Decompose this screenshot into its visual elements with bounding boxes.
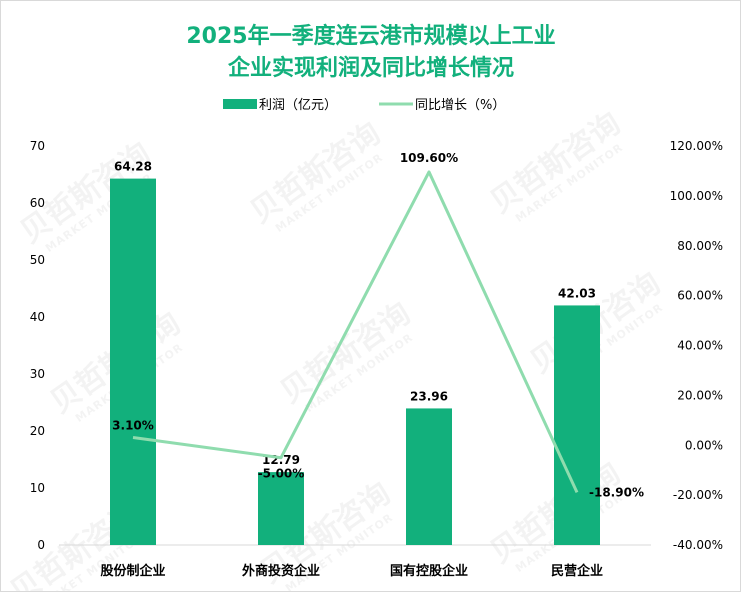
line-data-label: -5.00% [258,467,305,481]
y-axis-right: -40.00% -20.00% 0.00% 20.00% 40.00% 60.00% 80.… [670,139,723,552]
bar-data-label: 23.96 [410,389,448,403]
legend-bar-label: 利润（亿元） [259,98,337,113]
chart-title-line-1: 2025年一季度连云港市规模以上工业 [186,23,555,49]
line-data-label: 109.60% [400,151,458,165]
y-right-tick-label: 80.00% [677,239,723,253]
y-axis-left: 0 10 20 30 40 50 60 70 [30,139,45,552]
line-data-label: 3.10% [112,419,154,433]
y-left-tick-label: 70 [30,139,45,153]
legend-line-label: 同比增长（%） [415,98,505,113]
watermark: 贝哲斯咨询MARKET MONITOR [274,296,417,415]
growth-line [132,170,579,494]
line-data-label: -18.90% [589,485,644,499]
line-data-labels: 3.10% -5.00% 109.60% -18.90% [112,151,644,499]
y-left-tick-label: 30 [30,367,45,381]
x-category-label: 股份制企业 [100,563,165,579]
bar [554,305,600,545]
x-category-label: 民营企业 [551,563,603,579]
chart-title-line-2: 企业实现利润及同比增长情况 [227,55,514,81]
watermark: 贝哲斯咨询MARKET MONITOR [244,116,387,235]
y-left-tick-label: 60 [30,196,45,210]
bar [406,408,452,545]
bar [258,472,304,545]
y-right-tick-label: 120.00% [670,139,723,153]
y-right-tick-label: 40.00% [677,339,723,353]
y-left-tick-label: 10 [30,481,45,495]
bar-data-label: 42.03 [558,286,596,300]
watermark: 贝哲斯咨询MARKET MONITOR [484,106,627,225]
y-right-tick-label: 60.00% [677,289,723,303]
x-axis-categories: 股份制企业 外商投资企业 国有控股企业 民营企业 [100,563,603,579]
legend-bar-swatch [223,99,257,109]
y-right-tick-label: 20.00% [677,388,723,402]
x-category-label: 国有控股企业 [390,563,468,579]
x-category-label: 外商投资企业 [241,563,320,579]
y-right-tick-label: -40.00% [673,538,723,552]
bar-data-label: 64.28 [114,160,152,174]
y-right-tick-label: 0.00% [685,438,723,452]
bar [110,178,156,545]
legend: 利润（亿元） 同比增长（%） [223,98,505,113]
y-right-tick-label: -20.00% [673,488,723,502]
y-left-tick-label: 0 [37,538,45,552]
y-right-tick-label: 100.00% [670,189,723,203]
y-left-tick-label: 20 [30,424,45,438]
y-left-tick-label: 50 [30,253,45,267]
y-left-tick-label: 40 [30,310,45,324]
